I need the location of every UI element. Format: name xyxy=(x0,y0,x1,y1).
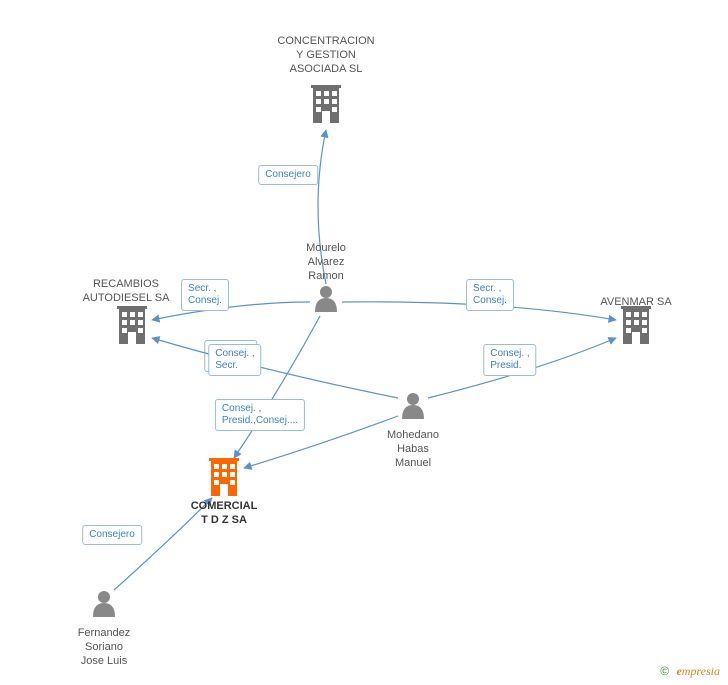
person-node-n7[interactable] xyxy=(93,591,115,617)
edge-label-n2-n4: Secr. , Consej. xyxy=(466,279,514,311)
diagram-canvas xyxy=(0,0,728,685)
edge-n5-n3 xyxy=(152,338,398,398)
company-node-n3[interactable] xyxy=(117,306,147,344)
person-node-n2[interactable] xyxy=(315,286,337,312)
edge-label-n7-n6: Consejero xyxy=(82,525,142,545)
node-label-n4: AVENMAR SA xyxy=(600,296,671,310)
footer-copyright: © empresia xyxy=(660,664,720,679)
edge-label-n2-n1: Consejero xyxy=(258,165,318,185)
edge-label-n5-n3: Consej. , Secr. xyxy=(208,344,261,376)
node-label-n2: Mourelo Alvarez Ramon xyxy=(306,242,346,283)
edge-n2-n6 xyxy=(234,316,320,458)
edge-label-n5-n6: Consej. , Presid.,Consej.... xyxy=(215,399,305,431)
edge-label-n5-n4: Consej. , Presid. xyxy=(483,344,536,376)
node-label-n1: CONCENTRACION Y GESTION ASOCIADA SL xyxy=(277,35,374,76)
edge-n2-n3 xyxy=(152,302,310,320)
company-node-n6[interactable] xyxy=(209,458,239,496)
brand-name: empresia xyxy=(676,664,720,678)
company-node-n4[interactable] xyxy=(621,306,651,344)
edge-label-n2-n3: Secr. , Consej. xyxy=(181,279,229,311)
node-label-n3: RECAMBIOS AUTODIESEL SA xyxy=(83,278,170,306)
node-label-n6: COMERCIAL T D Z SA xyxy=(191,500,258,528)
person-node-n5[interactable] xyxy=(402,393,424,419)
company-node-n1[interactable] xyxy=(311,85,341,123)
node-label-n7: Fernandez Soriano Jose Luis xyxy=(78,627,131,668)
copyright-symbol: © xyxy=(660,664,669,678)
node-label-n5: Mohedano Habas Manuel xyxy=(387,429,439,470)
